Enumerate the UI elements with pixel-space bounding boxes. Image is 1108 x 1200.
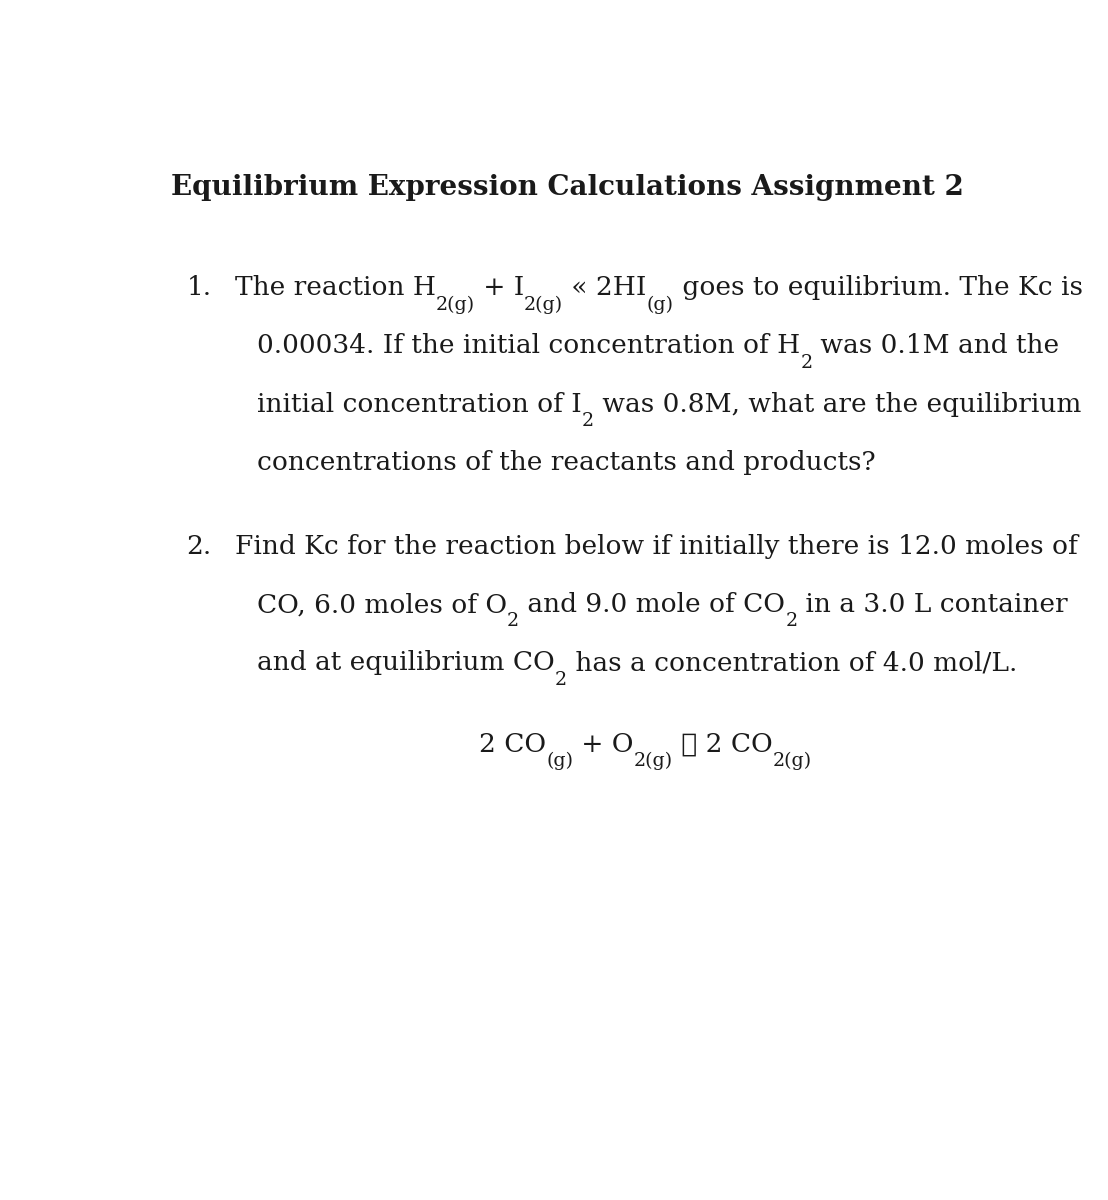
Text: + O: + O	[573, 732, 634, 757]
Text: (g): (g)	[647, 295, 674, 313]
Text: 2: 2	[800, 354, 812, 372]
Text: CO, 6.0 moles of O: CO, 6.0 moles of O	[257, 592, 507, 617]
Text: initial concentration of I: initial concentration of I	[257, 391, 582, 416]
Text: 2: 2	[786, 612, 798, 630]
Text: 0.00034. If the initial concentration of H: 0.00034. If the initial concentration of…	[257, 334, 800, 359]
Text: 2(g): 2(g)	[772, 752, 812, 770]
Text: 1.: 1.	[186, 275, 212, 300]
Text: has a concentration of 4.0 mol/L.: has a concentration of 4.0 mol/L.	[567, 650, 1017, 676]
Text: 2: 2	[582, 412, 594, 430]
Text: + I: + I	[475, 275, 524, 300]
Text: and 9.0 mole of CO: and 9.0 mole of CO	[520, 592, 786, 617]
Text: (g): (g)	[546, 752, 573, 770]
Text: 2.: 2.	[186, 534, 212, 559]
Text: Find Kc for the reaction below if initially there is 12.0 moles of: Find Kc for the reaction below if initia…	[235, 534, 1077, 559]
Text: 2 CO: 2 CO	[479, 732, 546, 757]
Text: 2: 2	[507, 612, 520, 630]
Text: was 0.8M, what are the equilibrium: was 0.8M, what are the equilibrium	[594, 391, 1081, 416]
Text: in a 3.0 L container: in a 3.0 L container	[798, 592, 1068, 617]
Text: 2: 2	[555, 671, 567, 689]
Text: The reaction H: The reaction H	[235, 275, 435, 300]
Text: and at equilibrium CO: and at equilibrium CO	[257, 650, 555, 676]
Text: concentrations of the reactants and products?: concentrations of the reactants and prod…	[257, 450, 875, 475]
Text: Equilibrium Expression Calculations Assignment 2: Equilibrium Expression Calculations Assi…	[172, 174, 964, 202]
Text: 2(g): 2(g)	[524, 295, 563, 313]
Text: ⩵ 2 CO: ⩵ 2 CO	[673, 732, 772, 757]
Text: 2(g): 2(g)	[435, 295, 475, 313]
Text: « 2HI: « 2HI	[563, 275, 647, 300]
Text: was 0.1M and the: was 0.1M and the	[812, 334, 1059, 359]
Text: 2(g): 2(g)	[634, 752, 673, 770]
Text: goes to equilibrium. The Kc is: goes to equilibrium. The Kc is	[674, 275, 1083, 300]
